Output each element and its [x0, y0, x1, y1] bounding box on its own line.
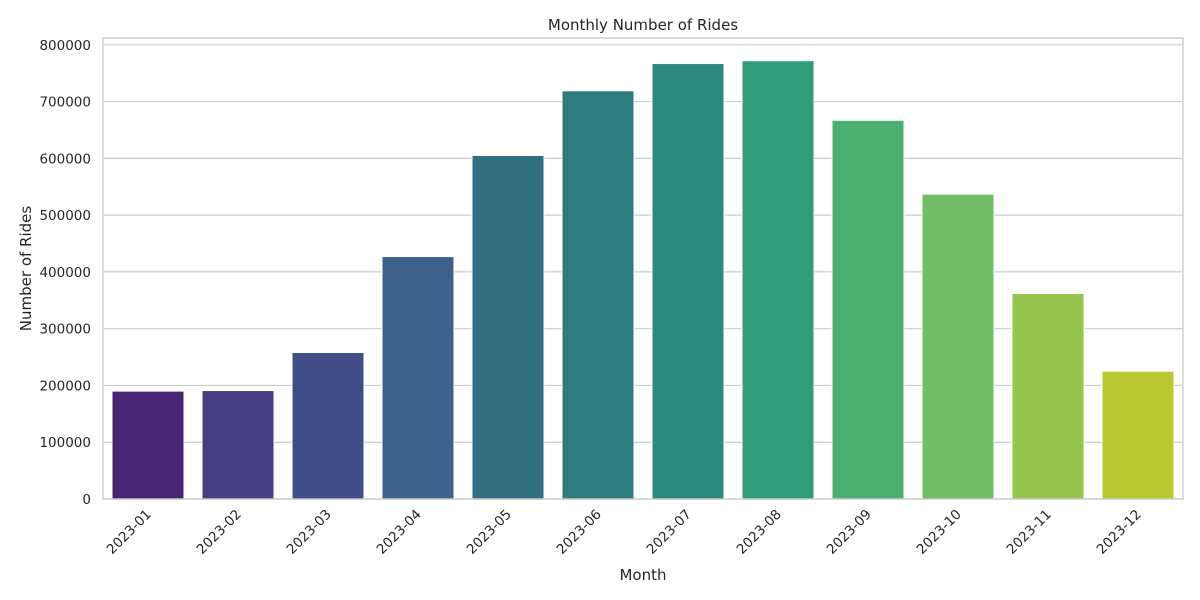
x-tick-label: 2023-10 [914, 507, 965, 558]
x-tick-label: 2023-11 [1004, 507, 1055, 558]
bar-2023-10 [921, 193, 995, 500]
y-tick-label: 700000 [39, 95, 91, 111]
bar-2023-08 [741, 60, 815, 500]
x-tick-label: 2023-02 [194, 507, 245, 558]
y-tick-label: 600000 [39, 151, 91, 167]
bar-2023-07 [651, 63, 725, 500]
x-tick-label: 2023-09 [824, 507, 875, 558]
x-tick-labels: 2023-01 2023-02 2023-03 2023-04 2023-05 2023-… [104, 507, 1145, 558]
y-tick-label: 200000 [39, 378, 91, 394]
x-tick-label: 2023-06 [554, 507, 605, 558]
bar-2023-12 [1101, 370, 1175, 500]
gridlines [103, 44, 1183, 500]
bar-2023-04 [381, 256, 455, 500]
y-axis-label: Number of Rides [17, 206, 35, 332]
bar-2023-11 [1011, 292, 1085, 500]
x-tick-label: 2023-03 [284, 507, 335, 558]
bars [111, 60, 1175, 500]
x-tick-label: 2023-05 [464, 507, 515, 558]
bar-2023-03 [291, 352, 365, 500]
bar-2023-09 [831, 119, 905, 500]
bar-2023-06 [561, 90, 635, 500]
y-tick-label: 800000 [39, 38, 91, 54]
plot-frame [102, 37, 1184, 500]
y-tick-label: 300000 [39, 322, 91, 338]
bar-2023-05 [471, 155, 545, 500]
y-tick-label: 400000 [39, 265, 91, 281]
y-tick-label: 500000 [39, 208, 91, 224]
bar-2023-01 [111, 390, 185, 500]
bar-2023-02 [201, 390, 275, 500]
x-axis-label: Month [619, 566, 666, 584]
chart-title: Monthly Number of Rides [548, 16, 738, 34]
x-tick-label: 2023-07 [644, 507, 695, 558]
x-tick-label: 2023-04 [374, 507, 425, 558]
x-tick-label: 2023-08 [734, 507, 785, 558]
x-tick-label: 2023-01 [104, 507, 155, 558]
x-tick-label: 2023-12 [1094, 507, 1145, 558]
y-tick-label: 0 [82, 492, 91, 508]
y-tick-label: 100000 [39, 435, 91, 451]
y-tick-labels: 0 100000 200000 300000 400000 500000 600000 700… [39, 38, 91, 508]
